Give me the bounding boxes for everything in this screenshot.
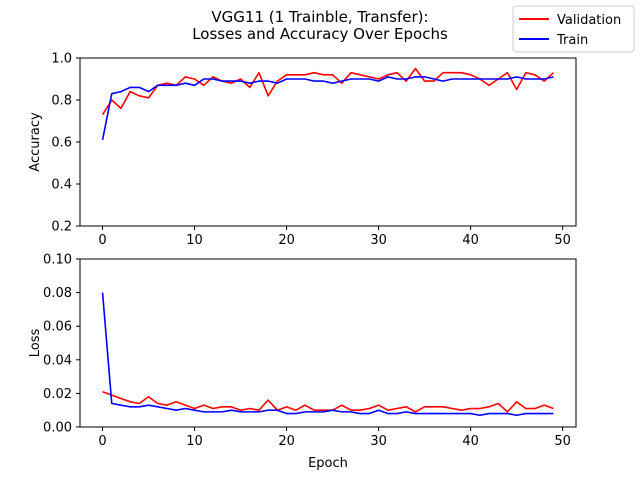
x-tick-label: 30 [370,233,387,248]
y-tick-label: 0.2 [51,220,72,235]
x-tick-label: 10 [186,233,203,248]
axes-frame [79,258,577,428]
y-axis-label: Accuracy [28,112,43,172]
x-tick-label: 20 [278,434,295,449]
y-axis-label: Loss [28,329,43,358]
series-line-train [101,76,554,141]
y-tick-label: 0.4 [51,178,72,193]
legend-frame [512,5,635,53]
x-tick-label: 20 [278,233,295,248]
y-tick-label: 0.06 [43,320,72,335]
y-tick-label: 0.6 [51,136,72,151]
legend-train-label: Train [556,33,588,48]
axes-frame [79,57,577,227]
x-axis-label: Epoch [308,456,348,471]
chart-title-line2: Losses and Accuracy Over Epochs [192,25,448,43]
x-tick-label: 50 [554,434,571,449]
accuracy-panel: 0 10 20 30 40 50 0.2 0.4 0.6 0.8 1.0 Accuracy [28,52,577,248]
x-tick-label: 40 [462,233,479,248]
x-tick-label: 40 [462,434,479,449]
x-tick-label: 0 [98,434,106,449]
legend: Validation Train [512,5,635,53]
y-tick-label: 0.10 [43,253,72,268]
y-tick-label: 0.08 [43,286,72,301]
chart-title-line1: VGG11 (1 Trainble, Transfer): [211,8,428,26]
legend-validation-label: Validation [557,13,621,28]
x-tick-label: 30 [370,434,387,449]
series-line-validation [101,67,554,116]
x-tick-label: 10 [186,434,203,449]
x-tick-label: 0 [98,233,106,248]
y-tick-label: 0.04 [43,353,72,368]
y-tick-label: 1.0 [51,52,72,67]
series-line-train [101,292,554,417]
y-tick-label: 0.00 [43,421,72,436]
y-tick-label: 0.02 [43,387,72,402]
x-tick-label: 50 [554,233,571,248]
series-line-validation [102,390,554,413]
loss-panel: 0 10 20 30 40 50 0.00 0.02 0.04 0.06 0.08 0.10 Loss E… [28,253,577,471]
y-tick-label: 0.8 [51,94,72,109]
